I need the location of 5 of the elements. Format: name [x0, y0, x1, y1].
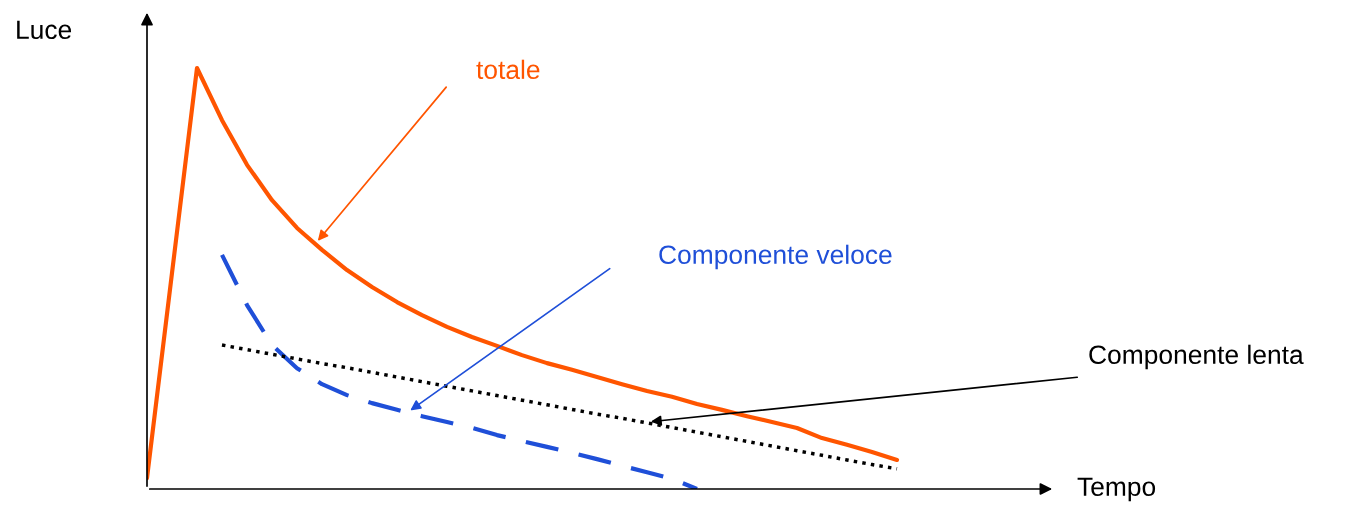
- text: Componente veloce: [659, 244, 892, 270]
- text: Componente lenta: [1089, 344, 1304, 370]
- text: totale: [476, 59, 540, 80]
- y-axis-title: Luce: [17, 20, 72, 40]
- x-axis-title: Tempo: [1077, 477, 1156, 502]
